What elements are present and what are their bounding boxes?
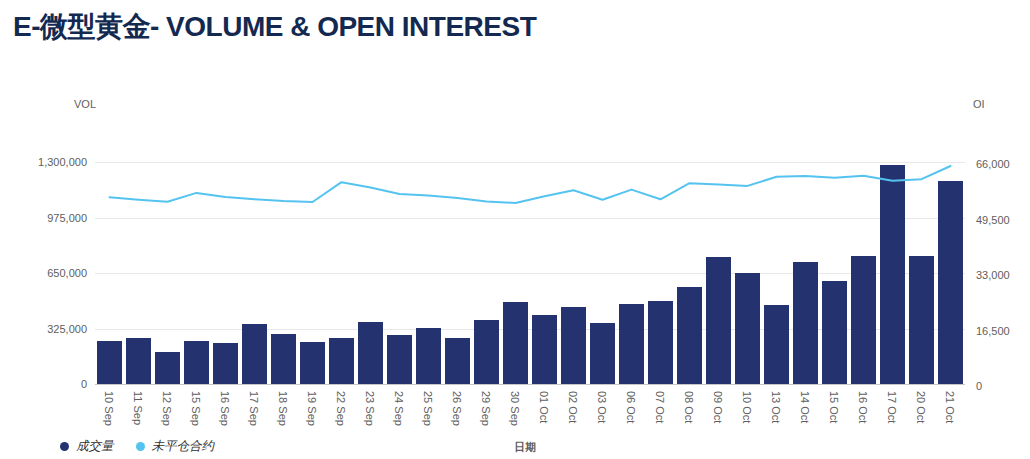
x-axis-label: 13 Oct — [769, 391, 782, 423]
x-axis-label: 24 Sep — [392, 391, 405, 426]
x-axis-label: 10 Oct — [740, 391, 753, 423]
open-interest-line[interactable] — [110, 166, 951, 203]
x-axis-label: 09 Oct — [711, 391, 724, 423]
x-axis-label: 29 Sep — [479, 391, 492, 426]
x-axis-label: 11 Sep — [131, 391, 144, 425]
x-axis-label: 18 Sep — [276, 391, 289, 426]
x-axis-label: 17 Sep — [247, 391, 260, 426]
right-axis-tick: 33,000 — [976, 269, 1010, 281]
left-axis-tick: 975,000 — [47, 212, 87, 224]
left-axis-tick: 1,300,000 — [38, 156, 87, 168]
x-axis-label: 16 Sep — [218, 391, 231, 426]
legend: 成交量 未平仓合约 — [60, 438, 214, 455]
x-axis-label: 02 Oct — [566, 391, 579, 423]
x-axis-title: 日期 — [514, 440, 536, 455]
left-axis-tick: 0 — [81, 378, 87, 390]
left-axis-tick: 650,000 — [47, 267, 87, 279]
volume-legend-label: 成交量 — [76, 438, 114, 455]
plot-area: 1,300,000 975,000 650,000 325,000 0 66,0… — [95, 162, 965, 384]
right-axis-tick: 0 — [976, 380, 982, 392]
right-axis-tick: 66,000 — [976, 158, 1010, 170]
open-interest-legend-label: 未平仓合约 — [152, 438, 215, 455]
left-axis-title: VOL — [74, 98, 96, 110]
x-axis-label: 19 Sep — [305, 391, 318, 426]
legend-item-volume[interactable]: 成交量 — [60, 438, 114, 455]
x-axis-line — [95, 384, 965, 385]
x-axis-label: 07 Oct — [653, 391, 666, 423]
x-axis-label: 22 Sep — [334, 391, 347, 426]
right-axis-tick: 16,500 — [976, 325, 1010, 337]
x-axis-label: 25 Sep — [421, 391, 434, 426]
x-axis-label: 23 Sep — [363, 391, 376, 426]
right-axis-tick: 49,500 — [976, 214, 1010, 226]
x-axis-label: 06 Oct — [624, 391, 637, 423]
x-axis-label: 03 Oct — [595, 391, 608, 423]
x-axis-label: 15 Sep — [189, 391, 202, 426]
chart-title: E-微型黄金- VOLUME & OPEN INTEREST — [13, 8, 536, 46]
x-axis-label: 21 Oct — [943, 391, 956, 423]
x-axis-label: 01 Oct — [537, 391, 550, 423]
x-axis-label: 10 Sep — [102, 391, 115, 426]
x-axis-label: 17 Oct — [885, 391, 898, 423]
volume-legend-dot-icon — [60, 442, 69, 451]
x-axis-label: 14 Oct — [798, 391, 811, 423]
x-axis-label: 20 Oct — [914, 391, 927, 423]
legend-item-open-interest[interactable]: 未平仓合约 — [136, 438, 215, 455]
x-axis-label: 08 Oct — [682, 391, 695, 423]
open-interest-line-layer — [95, 162, 965, 384]
x-axis-label: 26 Sep — [450, 391, 463, 426]
open-interest-legend-dot-icon — [136, 442, 145, 451]
x-axis-label: 30 Sep — [508, 391, 521, 426]
x-axis-label: 16 Oct — [856, 391, 869, 423]
x-axis-label: 15 Oct — [827, 391, 840, 423]
right-axis-title: OI — [973, 98, 985, 110]
left-axis-tick: 325,000 — [47, 323, 87, 335]
x-axis-label: 12 Sep — [160, 391, 173, 426]
chart-card: E-微型黄金- VOLUME & OPEN INTEREST VOL OI 1,… — [0, 0, 1030, 459]
